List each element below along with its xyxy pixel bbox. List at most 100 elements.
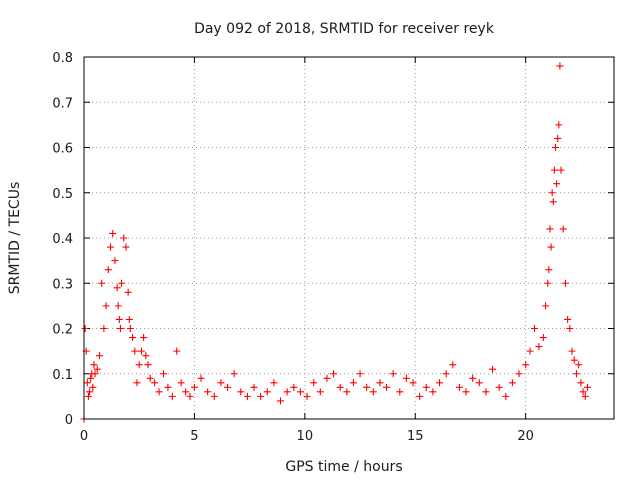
- data-point: [581, 392, 589, 400]
- data-point: [83, 379, 91, 387]
- data-point: [114, 302, 122, 310]
- data-point: [217, 379, 225, 387]
- data-point: [522, 361, 530, 369]
- data-point: [137, 347, 145, 355]
- data-point: [270, 379, 278, 387]
- x-tick-label: 5: [190, 429, 198, 444]
- data-point: [168, 392, 176, 400]
- data-point: [277, 397, 285, 405]
- data-point: [93, 365, 101, 373]
- y-tick-label: 0.3: [52, 277, 73, 292]
- data-point: [109, 229, 117, 237]
- data-point: [572, 370, 580, 378]
- data-point: [164, 383, 172, 391]
- data-point: [316, 388, 324, 396]
- data-point: [115, 315, 123, 323]
- data-point: [561, 279, 569, 287]
- data-point: [237, 388, 245, 396]
- data-point: [369, 388, 377, 396]
- data-point: [547, 243, 555, 251]
- data-point: [550, 166, 558, 174]
- data-point: [204, 388, 212, 396]
- data-point: [131, 347, 139, 355]
- data-point: [429, 388, 437, 396]
- data-point: [283, 388, 291, 396]
- data-point: [146, 374, 154, 382]
- data-point: [551, 144, 559, 151]
- data-point: [104, 266, 112, 274]
- data-point: [98, 279, 106, 287]
- y-tick-label: 0.2: [52, 323, 73, 338]
- y-tick-label: 0.4: [52, 232, 73, 247]
- data-point: [118, 279, 126, 287]
- data-point: [568, 347, 576, 355]
- x-tick-label: 20: [517, 429, 534, 444]
- data-point: [177, 379, 185, 387]
- data-point: [343, 388, 351, 396]
- data-point: [210, 392, 218, 400]
- data-point: [120, 234, 128, 242]
- data-point: [303, 392, 311, 400]
- data-point: [389, 370, 397, 378]
- data-point: [545, 266, 553, 274]
- x-axis-label: GPS time / hours: [285, 459, 402, 475]
- data-point: [449, 361, 457, 369]
- data-point: [182, 388, 190, 396]
- data-point: [383, 383, 391, 391]
- data-point: [508, 379, 516, 387]
- data-point: [539, 334, 547, 342]
- data-point: [323, 374, 331, 382]
- data-point: [584, 383, 591, 391]
- data-point: [575, 361, 583, 369]
- data-point: [356, 370, 364, 378]
- data-point: [462, 388, 470, 396]
- data-point: [116, 325, 124, 332]
- x-tick-label: 15: [407, 429, 424, 444]
- data-point: [151, 379, 159, 387]
- data-point: [95, 352, 103, 360]
- data-point: [197, 374, 205, 382]
- data-point: [544, 279, 552, 287]
- data-point: [376, 379, 384, 387]
- data-point: [489, 365, 497, 373]
- data-point: [579, 388, 587, 396]
- data-point: [422, 383, 430, 391]
- data-point: [173, 347, 181, 355]
- data-point: [556, 62, 564, 70]
- data-point: [526, 347, 534, 355]
- data-point: [566, 325, 574, 332]
- data-point: [330, 370, 338, 378]
- data-point: [495, 383, 503, 391]
- y-tick-label: 0.7: [52, 96, 73, 111]
- data-point: [557, 166, 565, 174]
- data-point: [144, 361, 152, 369]
- data-point: [135, 361, 143, 369]
- data-point: [155, 388, 163, 396]
- data-point: [559, 225, 567, 233]
- data-point: [416, 392, 424, 400]
- data-point: [125, 315, 133, 323]
- data-point: [107, 243, 114, 251]
- data-point: [186, 392, 194, 400]
- data-point: [290, 383, 298, 391]
- data-point: [555, 121, 563, 129]
- data-point: [482, 388, 490, 396]
- data-point: [243, 392, 251, 400]
- data-point: [554, 134, 562, 142]
- data-point: [90, 361, 98, 369]
- y-axis-label: SRMTID / TECUs: [7, 182, 23, 295]
- data-point: [436, 379, 444, 387]
- data-point: [190, 383, 198, 391]
- data-point: [409, 379, 417, 387]
- grid-lines: [84, 57, 614, 419]
- data-point: [263, 388, 271, 396]
- data-point: [122, 243, 130, 251]
- data-point: [402, 374, 410, 382]
- y-tick-label: 0.5: [52, 187, 73, 202]
- data-point: [349, 379, 357, 387]
- x-tick-label: 0: [80, 429, 88, 444]
- data-point: [546, 225, 554, 233]
- data-point: [102, 302, 110, 310]
- data-point: [113, 284, 121, 292]
- data-point: [87, 374, 95, 382]
